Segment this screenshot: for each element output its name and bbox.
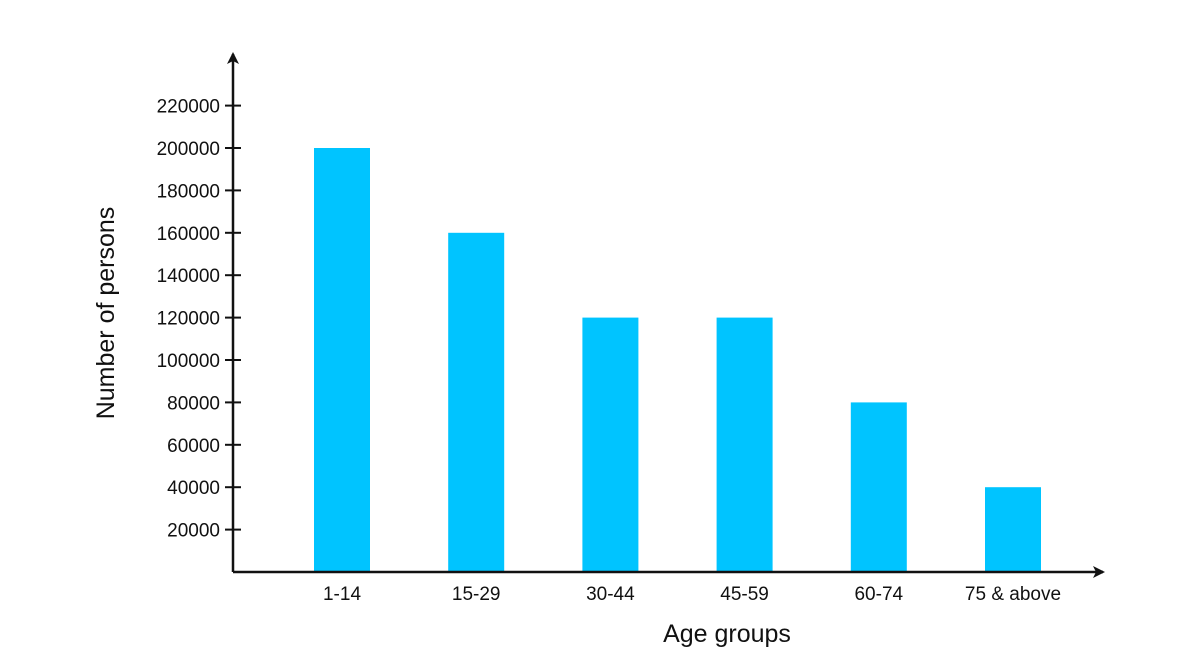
y-tick-label: 160000 <box>157 224 220 245</box>
y-tick-label: 220000 <box>157 97 220 118</box>
bar-1 <box>448 232 505 573</box>
y-tick-label: 100000 <box>157 351 220 372</box>
x-tick-label: 1-14 <box>323 584 361 605</box>
y-tick-label: 120000 <box>157 309 220 330</box>
bar-5 <box>985 487 1041 572</box>
bar-3 <box>716 317 773 572</box>
x-tick-label: 60-74 <box>854 584 903 605</box>
y-tick-label: 140000 <box>157 266 220 287</box>
y-tick-label: 20000 <box>167 521 220 542</box>
bar-4 <box>850 402 907 572</box>
bar-2 <box>582 317 639 572</box>
y-axis-title: Number of persons <box>92 207 120 420</box>
bars-layer <box>314 148 1041 573</box>
x-tick-label: 15-29 <box>452 584 501 605</box>
y-tick-label: 40000 <box>167 478 220 499</box>
bar-0 <box>314 148 370 572</box>
x-tick-label: 75 & above <box>965 584 1061 605</box>
x-tick-label: 45-59 <box>720 584 769 605</box>
x-tick-label: 30-44 <box>586 584 635 605</box>
y-tick-label: 200000 <box>157 139 220 160</box>
x-ticks-layer: 1-14 15-29 30-44 45-59 60-74 75 & above <box>323 584 1061 605</box>
y-tick-label: 180000 <box>157 181 220 202</box>
y-tick-label: 60000 <box>167 436 220 457</box>
x-axis-title: Age groups <box>663 620 791 648</box>
y-tick-label: 80000 <box>167 393 220 414</box>
y-ticks-layer: 20000 40000 60000 80000 100000 120000 140000 16… <box>157 97 241 542</box>
